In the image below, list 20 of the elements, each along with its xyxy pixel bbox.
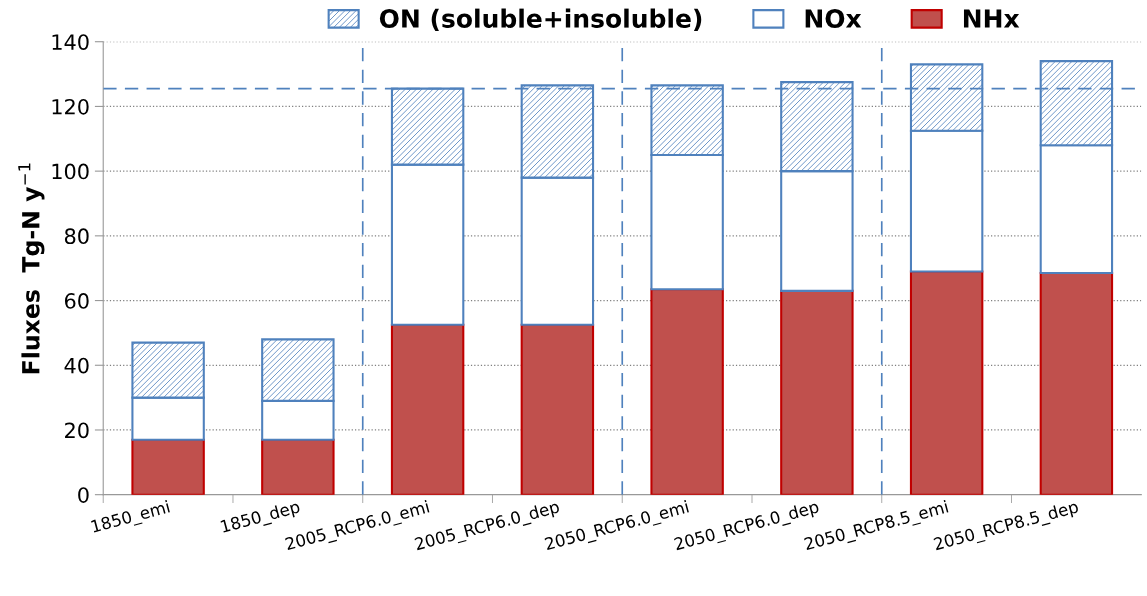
y-tick-label: 0 <box>78 487 89 503</box>
bar <box>131 438 205 495</box>
bar <box>520 323 595 495</box>
bar <box>261 438 335 495</box>
y-tick-label: 120 <box>52 98 89 115</box>
y-tick-label: 100 <box>52 163 89 180</box>
bar <box>390 323 465 495</box>
y-axis-title: Fluxes Tg-N y$^{−1}$ <box>18 163 45 374</box>
legend-label: NHx <box>963 9 1020 28</box>
bar <box>1039 272 1114 495</box>
y-tick-label: 80 <box>64 228 89 245</box>
bar <box>909 270 984 495</box>
bar <box>780 289 854 495</box>
y-tick-label: 20 <box>65 422 89 439</box>
bar <box>650 288 724 495</box>
y-tick-label: 60 <box>64 293 89 309</box>
legend-label: NOx <box>805 9 862 28</box>
legend-label: ON (soluble+insoluble) <box>379 8 702 31</box>
y-tick-label: 40 <box>64 357 89 374</box>
y-tick-label: 140 <box>52 34 89 50</box>
